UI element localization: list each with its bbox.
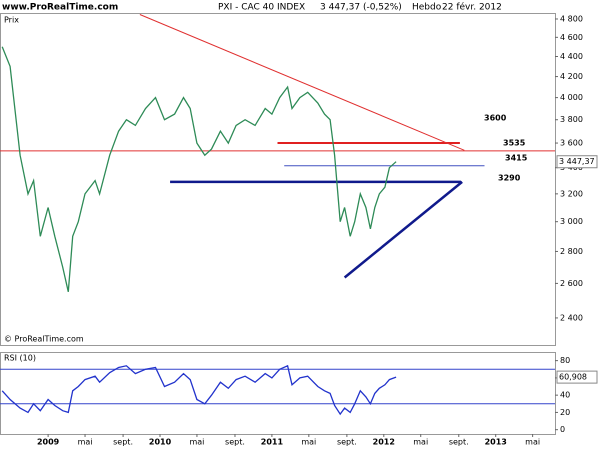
- price-frame: [0, 13, 556, 346]
- x-tick-label: sept.: [113, 438, 133, 447]
- last-value-label: 3 447,37: [559, 157, 595, 166]
- y-tick-label: 4 600: [560, 33, 583, 42]
- period: Hebdo: [412, 3, 442, 13]
- site: www.ProRealTime.com: [2, 3, 118, 13]
- x-tick-label: 2010: [149, 438, 172, 447]
- level-label: 3535: [503, 138, 526, 147]
- y-tick-label: 3 200: [560, 189, 583, 198]
- y-tick-label: 4 800: [560, 14, 583, 23]
- y-tick-label: 2 800: [560, 247, 583, 256]
- y-tick-label: 2 600: [560, 279, 583, 288]
- date: 22 févr. 2012: [442, 2, 502, 13]
- y-tick-label: 3 600: [560, 139, 583, 148]
- x-tick-label: sept.: [225, 438, 245, 447]
- x-tick-label: 2009: [37, 438, 60, 447]
- last-value-label: 60,908: [559, 373, 587, 382]
- level-label: 3290: [498, 173, 521, 182]
- x-tick-label: mai: [189, 438, 204, 447]
- x-tick-label: mai: [301, 438, 316, 447]
- last-value-box: [556, 370, 598, 384]
- y-tick-label: 3 800: [560, 115, 583, 124]
- y-tick-label: 3 000: [560, 217, 583, 226]
- rsi-title: RSI (10): [4, 354, 36, 363]
- quote: 3 447,37 (-0,52%): [320, 3, 402, 13]
- price-label: Prix: [4, 16, 19, 25]
- y-tick-label: 0: [560, 425, 565, 434]
- y-tick-label: 20: [560, 408, 570, 417]
- y-tick-label: 4 000: [560, 93, 583, 102]
- copyright: © ProRealTime.com: [4, 335, 84, 344]
- series-line: [1, 364, 397, 416]
- trend-line: [343, 180, 463, 279]
- y-tick-label: 4 200: [560, 72, 583, 81]
- y-tick-label: 40: [560, 391, 570, 400]
- x-tick-label: mai: [413, 438, 428, 447]
- y-tick-label: 80: [560, 356, 570, 365]
- level-label: 3600: [484, 114, 507, 123]
- x-tick-label: 2011: [261, 438, 284, 447]
- instrument: PXI - CAC 40 INDEX: [218, 3, 305, 13]
- y-tick-label: 4 400: [560, 52, 583, 61]
- x-tick-label: mai: [525, 438, 540, 447]
- x-tick-label: 2012: [373, 438, 395, 447]
- x-tick-label: 2013: [485, 438, 507, 447]
- level-label: 3415: [505, 153, 528, 162]
- series-line: [1, 46, 397, 292]
- trend-line: [139, 14, 465, 151]
- last-value-box: [556, 155, 598, 169]
- rsi-frame: [0, 352, 556, 435]
- y-tick-label: 2 400: [560, 313, 583, 322]
- x-tick-label: sept.: [449, 438, 469, 447]
- x-tick-label: sept.: [337, 438, 357, 447]
- x-tick-label: mai: [78, 438, 93, 447]
